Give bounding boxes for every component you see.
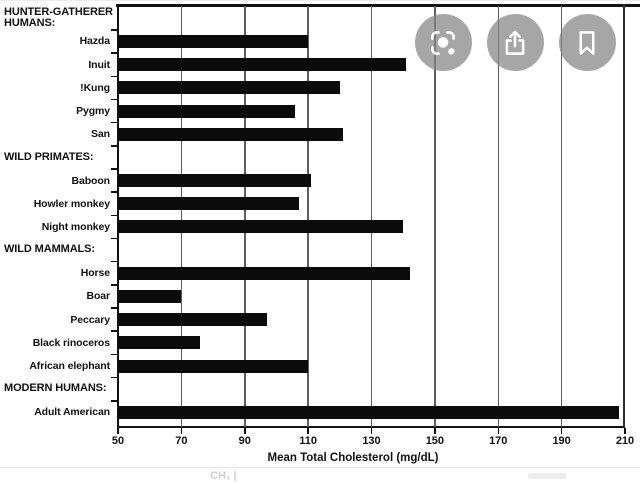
bar-label-inuit: Inuit	[88, 58, 110, 71]
x-tick-label-130: 130	[362, 435, 381, 447]
y-axis-tick	[110, 237, 117, 240]
bar-label-african-elephant: African elephant	[29, 360, 110, 372]
bar-african-elephant	[118, 359, 309, 373]
x-tick-label-190: 190	[552, 435, 571, 447]
bar-pygmy	[118, 104, 296, 118]
x-tick-label-70: 70	[175, 435, 188, 447]
y-axis-tick	[110, 98, 117, 101]
bar-label-horse: Horse	[80, 267, 110, 280]
gridline-150	[434, 6, 436, 427]
y-axis-tick	[110, 168, 117, 170]
x-tick-label-170: 170	[489, 435, 508, 447]
x-axis-tick-150	[434, 428, 436, 434]
bar-label-pygmy: Pygmy	[76, 105, 110, 118]
bar-night-monkey	[118, 220, 404, 234]
section-label-hunter-gatherer-humans: HUNTER-GATHERER HUMANS:	[4, 5, 113, 30]
y-axis-tick	[110, 400, 117, 402]
fragment-text: CH₁ |	[210, 470, 237, 482]
x-axis-tick-50	[117, 428, 119, 434]
gridline-170	[497, 6, 499, 427]
x-axis-tick-210	[624, 428, 626, 434]
bar-label-hazda: Hazda	[79, 35, 111, 48]
y-axis-tick	[110, 307, 117, 309]
section-label-modern-humans: MODERN HUMANS:	[4, 382, 107, 395]
bar-label-baboon: Baboon	[71, 174, 111, 187]
y-axis-tick	[110, 260, 117, 263]
bar-baboon	[118, 174, 312, 188]
y-axis-tick	[110, 376, 117, 379]
plot-area	[116, 4, 625, 428]
gridline-190	[560, 6, 563, 427]
x-axis-tick-70	[180, 428, 183, 434]
x-axis-tick-130	[370, 428, 373, 434]
y-axis-tick	[110, 330, 117, 332]
bar-horse	[118, 266, 410, 280]
bar-peccary	[118, 313, 267, 327]
bookmark-button[interactable]	[558, 14, 616, 71]
y-axis-tick	[110, 284, 117, 286]
share-button[interactable]	[486, 14, 544, 71]
y-axis-tick	[110, 52, 117, 54]
bar-label-black-rinoceros: Black rinoceros	[32, 336, 110, 349]
y-axis-tick	[110, 75, 117, 77]
x-tick-label-110: 110	[299, 435, 317, 447]
bar-san	[118, 127, 343, 141]
gridline-70	[180, 6, 183, 427]
lens-icon	[431, 30, 455, 55]
y-axis-tick	[110, 214, 117, 217]
section-label-wild-primates: WILD PRIMATES:	[4, 150, 94, 163]
gridline-130	[370, 6, 373, 427]
x-axis-tick-110	[307, 428, 309, 434]
y-axis-tick	[110, 145, 117, 147]
x-tick-label-150: 150	[425, 435, 445, 447]
x-axis-title: Mean Total Cholesterol (mg/dL)	[267, 452, 439, 464]
bar-kung	[118, 81, 340, 95]
section-label-wild-mammals: WILD MAMMALS:	[4, 243, 95, 256]
bar-label-howler-monkey: Howler monkey	[33, 197, 110, 210]
y-axis-tick	[110, 191, 117, 193]
bar-label-kung: !Kung	[80, 81, 110, 94]
x-tick-label-210: 210	[615, 435, 635, 447]
gridline-110	[307, 6, 309, 427]
x-axis-tick-170	[497, 428, 499, 434]
page-fragment-below-image: CH₁ |	[0, 467, 640, 483]
x-axis-tick-90	[244, 428, 246, 434]
fragment-smudge	[528, 473, 566, 479]
y-axis-tick	[110, 121, 117, 124]
bookmark-icon	[579, 30, 595, 55]
y-axis-tick	[110, 29, 117, 31]
bar-label-night-monkey: Night monkey	[41, 220, 110, 233]
bar-black-rinoceros	[118, 336, 201, 350]
bar-howler-monkey	[118, 197, 299, 211]
lens-button[interactable]	[414, 14, 472, 71]
bar-hazda	[118, 34, 309, 48]
plot-top-border	[116, 4, 640, 7]
bar-boar	[118, 289, 182, 303]
x-axis-tick-190	[560, 428, 563, 434]
bar-label-peccary: Peccary	[70, 313, 110, 326]
bar-label-boar: Boar	[86, 290, 110, 303]
top-hairline	[0, 0, 640, 1]
share-icon	[505, 30, 525, 55]
bar-adult-american	[118, 405, 619, 419]
gridline-90	[244, 6, 246, 427]
bar-label-san: San	[91, 128, 110, 141]
x-tick-label-50: 50	[111, 435, 125, 447]
bar-label-adult-american: Adult American	[34, 406, 110, 419]
x-tick-label-90: 90	[238, 435, 251, 447]
y-axis-tick	[110, 353, 117, 356]
bar-inuit	[118, 58, 407, 72]
